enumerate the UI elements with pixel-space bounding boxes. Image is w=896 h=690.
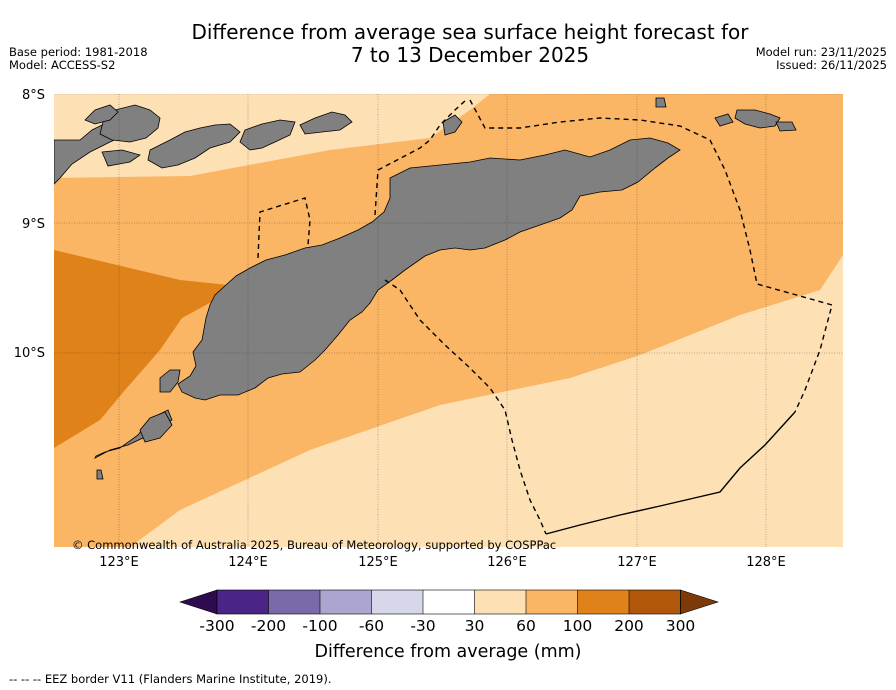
eez-border-solid: [545, 411, 796, 535]
semau-island: [159, 369, 181, 393]
lat-label-10s: 10°S: [14, 346, 45, 361]
pantar-island: [299, 111, 353, 135]
small-islet-a: [84, 104, 119, 125]
lon-label-124e: 124°E: [228, 555, 268, 570]
rote-island-east: [139, 411, 173, 443]
colorbar: -300 -200 -100 -60 -30 30 60 100 200 300…: [179, 589, 719, 662]
colorbar-label: Difference from average (mm): [314, 642, 581, 662]
eez-legend: -- -- -- EEZ border V11 (Flanders Marine…: [9, 672, 331, 686]
graticule: [54, 94, 843, 547]
colorbar-extend-low: [179, 589, 218, 615]
colorbar-segment: [629, 590, 681, 614]
lakor-islet: [714, 113, 734, 127]
timor-island: [177, 137, 681, 401]
model-name: Model: ACCESS-S2: [9, 58, 116, 72]
colorbar-tick: -60: [359, 617, 384, 635]
small-islet-b: [101, 149, 141, 167]
colorbar-extend-high: [680, 589, 719, 615]
leti-islands: [734, 109, 781, 129]
lat-label-8s: 8°S: [22, 88, 45, 103]
colorbar-tick: 300: [666, 617, 696, 635]
colorbar-tick: 200: [614, 617, 644, 635]
base-period: Base period: 1981-2018: [9, 45, 148, 59]
flores-east: [147, 123, 241, 169]
lon-label-128e: 128°E: [746, 555, 786, 570]
lon-label-123e: 123°E: [99, 555, 139, 570]
colorbar-tick: -200: [251, 617, 286, 635]
copyright-notice: © Commonwealth of Australia 2025, Bureau…: [72, 538, 556, 552]
lat-label-9s: 9°S: [22, 217, 45, 232]
contour-class-100-200: [54, 250, 228, 448]
colorbar-tick: -30: [410, 617, 435, 635]
colorbar-tick: 30: [465, 617, 485, 635]
ndao-islet: [96, 469, 104, 480]
colorbar-dividers: [216, 589, 681, 615]
wetar-island: [442, 114, 463, 136]
model-run: Model run: 23/11/2025: [755, 45, 887, 59]
colorbar-tick: -300: [199, 617, 234, 635]
colorbar-segment: [474, 590, 526, 614]
eez-border-oecusse: [257, 197, 311, 259]
eez-border-south: [384, 279, 547, 535]
map-area: [54, 94, 843, 547]
moa-island: [775, 121, 797, 132]
kisar-islet: [655, 97, 667, 108]
colorbar-segment: [320, 590, 372, 614]
lon-label-125e: 125°E: [358, 555, 398, 570]
colorbar-segment: [526, 590, 578, 614]
chart-title-line1: Difference from average sea surface heig…: [191, 20, 749, 44]
lon-label-127e: 127°E: [617, 555, 657, 570]
colorbar-tick: -100: [302, 617, 337, 635]
issued-date: Issued: 26/11/2025: [776, 58, 887, 72]
chart-title-line2: 7 to 13 December 2025: [350, 43, 590, 67]
eez-border-north: [469, 99, 833, 413]
lon-label-126e: 126°E: [487, 555, 527, 570]
land-masses: [54, 97, 797, 480]
colorbar-tick: 60: [516, 617, 536, 635]
colorbar-segment: [371, 590, 423, 614]
colorbar-segment: [423, 590, 475, 614]
colorbar-tick: 100: [563, 617, 593, 635]
colorbar-segment: [217, 590, 269, 614]
colorbar-segment: [577, 590, 629, 614]
colorbar-segment: [268, 590, 320, 614]
alor-island: [239, 119, 296, 151]
contour-class-30-60-south: [130, 255, 843, 547]
